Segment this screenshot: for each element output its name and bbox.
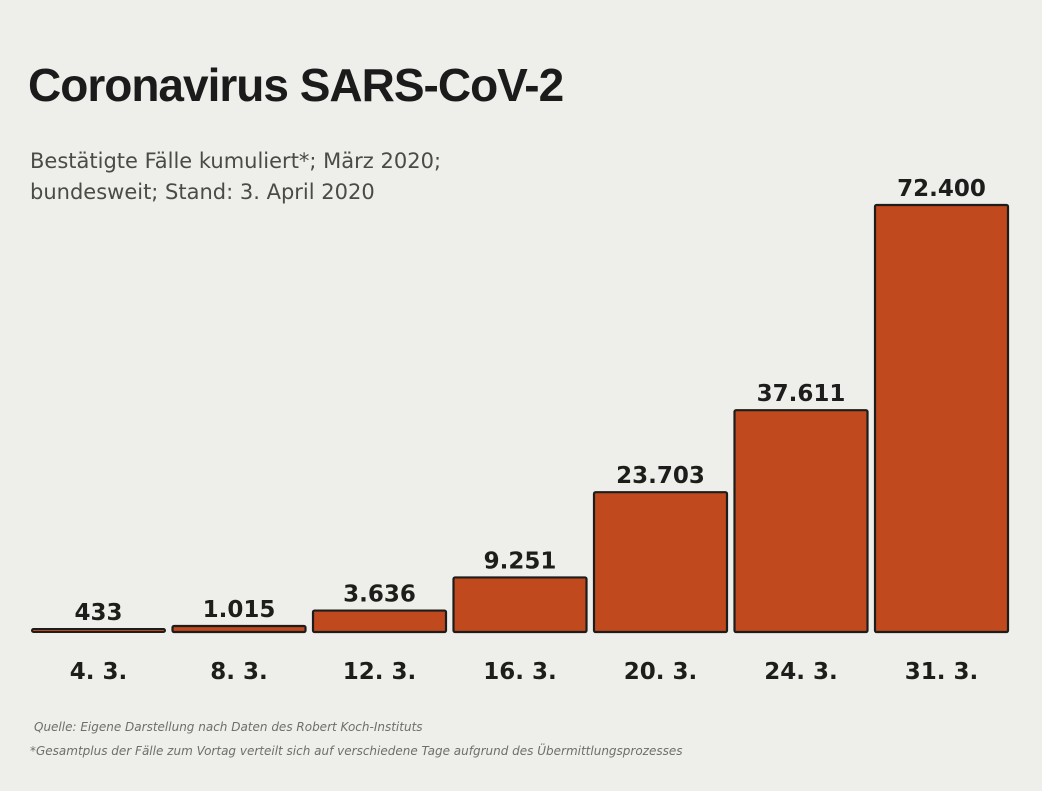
bar-1 (31, 628, 166, 633)
category-label-3: 12. 3. (343, 659, 417, 685)
bar-4 (452, 576, 588, 634)
value-label-3: 3.636 (343, 582, 416, 608)
footnote: *Gesamtplus der Fälle zum Vortag verteil… (30, 744, 683, 758)
chart-title: Coronavirus SARS-CoV-2 (28, 59, 564, 111)
bar-2 (171, 624, 307, 634)
category-label-6: 24. 3. (764, 659, 838, 685)
bar-7 (873, 203, 1010, 634)
subtitle-line-1: Bestätigte Fälle kumuliert*; März 2020; (30, 149, 442, 173)
subtitle-line-2: bundesweit; Stand: 3. April 2020 (30, 180, 375, 204)
value-label-7: 72.400 (897, 176, 986, 202)
bar-3 (311, 609, 448, 634)
bar-6 (733, 409, 869, 634)
category-label-4: 16. 3. (483, 659, 557, 685)
value-label-6: 37.611 (757, 381, 846, 407)
value-label-5: 23.703 (616, 463, 705, 489)
category-label-1: 4. 3. (70, 659, 128, 685)
bar-5 (592, 491, 729, 634)
chart-subtitle: Bestätigte Fälle kumuliert*; März 2020; … (30, 146, 550, 208)
value-label-1: 433 (74, 600, 122, 626)
category-label-2: 8. 3. (210, 659, 268, 685)
category-label-7: 31. 3. (905, 659, 979, 685)
source-note: Quelle: Eigene Darstellung nach Daten de… (34, 720, 423, 734)
category-label-5: 20. 3. (624, 659, 698, 685)
value-label-4: 9.251 (484, 548, 557, 574)
value-label-2: 1.015 (203, 597, 276, 623)
